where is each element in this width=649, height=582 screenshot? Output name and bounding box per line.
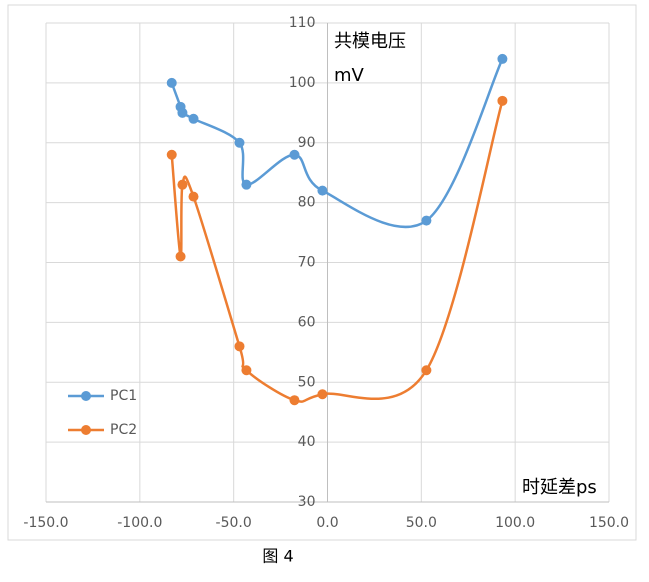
y-tick-label: 70 (298, 255, 316, 271)
data-point (241, 365, 252, 376)
data-point (234, 137, 245, 148)
data-point (497, 53, 508, 64)
legend-marker (81, 425, 91, 435)
x-axis-label: 时延差ps (522, 477, 597, 498)
legend-label: PC1 (110, 388, 137, 404)
y-tick-label: 100 (289, 75, 316, 91)
x-tick-label: 50.0 (406, 515, 437, 531)
x-tick-label: -100.0 (117, 515, 162, 531)
y-tick-label: 80 (298, 195, 316, 211)
data-point (188, 113, 199, 124)
data-point (188, 191, 199, 202)
x-tick-label: 0.0 (316, 515, 338, 531)
x-tick-label: 150.0 (589, 515, 629, 531)
x-tick-label: 100.0 (495, 515, 535, 531)
y-tick-label: 30 (298, 494, 316, 510)
caption: 图 4 (262, 547, 293, 566)
y-tick-label: 50 (298, 374, 316, 390)
x-tick-label: -50.0 (216, 515, 252, 531)
chart-frame (7, 4, 637, 541)
legend-label: PC2 (110, 422, 137, 438)
data-point (317, 185, 328, 196)
data-point (421, 215, 432, 226)
legend-marker (81, 391, 91, 401)
data-point (317, 389, 328, 400)
data-point (421, 365, 432, 376)
data-point (241, 179, 252, 190)
y-axis-label: mV (334, 65, 365, 86)
data-point (166, 77, 177, 88)
data-point (289, 395, 300, 406)
y-tick-label: 60 (298, 314, 316, 330)
y-tick-label: 110 (289, 15, 316, 31)
data-point (177, 107, 188, 118)
data-point (177, 179, 188, 190)
x-tick-label: -150.0 (23, 515, 68, 531)
data-point (175, 251, 186, 262)
data-point (289, 149, 300, 160)
y-axis-label: 共模电压 (334, 31, 406, 52)
data-point (497, 95, 508, 106)
data-point (166, 149, 177, 160)
data-point (234, 341, 245, 352)
y-tick-label: 90 (298, 135, 316, 151)
y-tick-label: 40 (298, 434, 316, 450)
